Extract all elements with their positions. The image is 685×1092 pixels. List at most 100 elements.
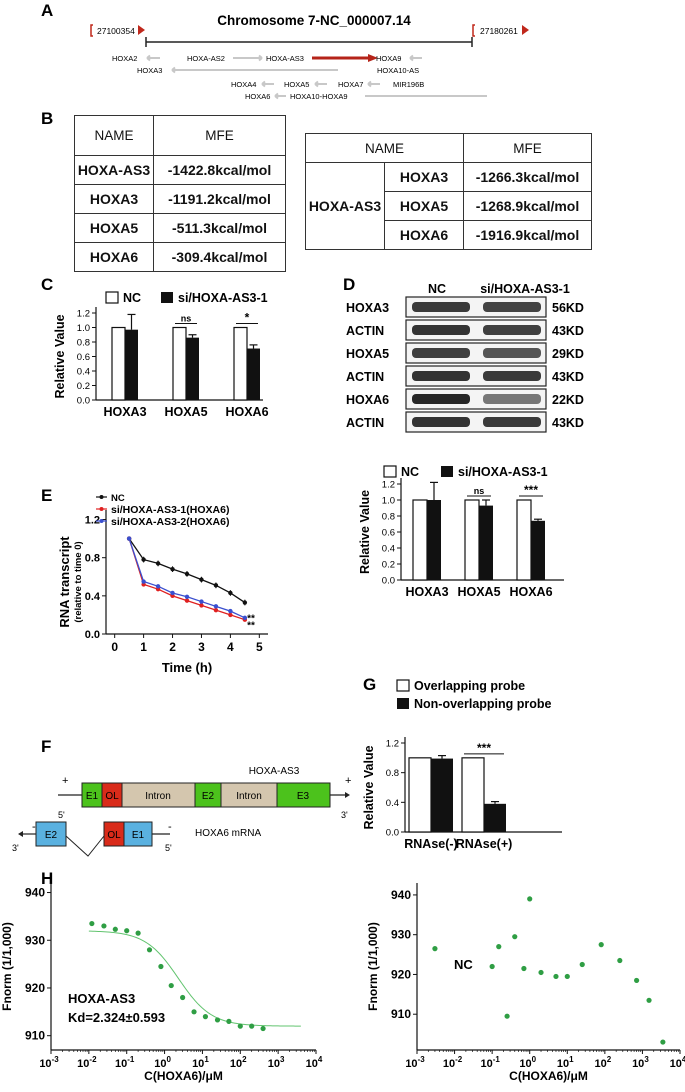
data-point (155, 561, 161, 566)
legend-marker (99, 507, 104, 511)
x-tick-label: 0 (111, 640, 118, 654)
x-tick-label: 100 (519, 1055, 536, 1070)
x-tick-label: 10-3 (39, 1055, 59, 1070)
y-tick-label: 0.6 (77, 352, 90, 363)
lnc-strand-plus-right: + (345, 775, 351, 787)
bar-control (516, 499, 532, 581)
gene-label-hoxa10-as: HOXA10-AS (377, 66, 419, 75)
series-line (128, 538, 246, 621)
x-tick-label: 10-1 (480, 1055, 500, 1070)
blot-band (412, 371, 470, 381)
data-point (199, 599, 204, 604)
table-cell: -511.3kcal/mol (153, 213, 286, 243)
mrna-e2-label: E2 (45, 830, 58, 841)
data-point (199, 577, 204, 582)
data-point (228, 612, 233, 618)
significance-label: ** (247, 621, 255, 632)
lnc-intron2-label: Intron (236, 791, 262, 802)
x-tick-label: 1 (140, 640, 147, 654)
lnc-exon-e3 (276, 782, 331, 808)
x-category-label: HOXA3 (103, 405, 146, 419)
data-point (214, 1017, 221, 1023)
y-tick-label: 930 (25, 933, 45, 947)
x-category-label: HOXA6 (225, 405, 268, 419)
legend-label: NC (111, 493, 125, 504)
legend-label: Overlapping probe (414, 679, 525, 693)
x-tick-label: 102 (595, 1055, 612, 1070)
table-cell: HOXA-AS3 (74, 155, 154, 185)
gene-label-hoxa4: HOXA4 (231, 80, 256, 89)
data-point (213, 583, 219, 588)
data-point (170, 566, 175, 572)
legend-swatch-filled (161, 292, 173, 303)
bar-control (464, 499, 480, 581)
table-right-group: HOXA-AS3 (305, 162, 385, 250)
bar-control (233, 326, 248, 401)
data-point (521, 965, 527, 972)
data-point (242, 615, 248, 620)
table-cell: HOXA5 (74, 213, 154, 243)
y-tick-label: 920 (25, 981, 45, 995)
blot-protein-label: HOXA3 (346, 301, 389, 315)
blot-protein-label: ACTIN (346, 416, 384, 430)
y-tick-label: 930 (391, 928, 411, 942)
blot-band (412, 417, 470, 427)
y-axis-label: Fnorm (1/1,000) (366, 922, 380, 1011)
legend-marker (99, 495, 104, 499)
mrna-strand-minus: - (32, 821, 36, 833)
bar-treatment (247, 348, 260, 400)
x-category-label: HOXA3 (405, 585, 448, 599)
bar-treatment (531, 520, 545, 580)
data-point (89, 920, 95, 927)
bar-treatment (479, 505, 493, 580)
panel-label-h: H (41, 869, 53, 888)
data-point (260, 1025, 266, 1032)
data-point (112, 926, 118, 932)
gene-label-hoxa10-hoxa9: HOXA10-HOXA9 (290, 92, 348, 101)
data-point (124, 928, 130, 934)
data-point (564, 973, 570, 980)
data-point (158, 963, 164, 970)
significance-label: ns (181, 314, 192, 324)
x-category-label: RNAse(+) (456, 837, 513, 851)
lnc-intron-1 (121, 782, 196, 808)
x-axis-label: C(HOXA6)/μM (509, 1069, 588, 1083)
data-point (146, 947, 153, 953)
blot-size-label: 29KD (552, 347, 584, 361)
x-category-label: HOXA5 (164, 405, 207, 419)
data-point (660, 1039, 666, 1045)
lnc-five-prime: 5' (58, 810, 65, 820)
data-point (579, 961, 585, 968)
data-point (496, 944, 502, 950)
data-point (228, 590, 233, 596)
data-point (126, 536, 132, 541)
significance-label: ns (474, 486, 485, 496)
lnc-ol-label: OL (105, 791, 119, 802)
lnc-exon-e2 (194, 782, 222, 808)
table-right-header-name: NAME (305, 133, 464, 163)
x-tick-label: 10-3 (405, 1055, 425, 1070)
data-point (141, 557, 146, 562)
x-tick-label: 10-2 (77, 1055, 97, 1070)
lnc-e3-label: E3 (297, 791, 310, 802)
end-arrow-icon (522, 25, 529, 35)
y-tick-label: 0.4 (382, 544, 395, 555)
y-tick-label: 1.2 (77, 309, 90, 320)
chart-h-mst-hoxa-as3: 910 920 930 940 10-3 10-2 10-1 100 101 102 103 104 C… (0, 883, 323, 1083)
mrna-ol-label: OL (107, 830, 121, 841)
gene-hoxa-as2-arrow (233, 54, 263, 62)
legend-label: si/HOXA-AS3-1(HOXA6) (111, 504, 229, 516)
y-tick-label: 920 (391, 967, 411, 981)
kd-annotation-value: Kd=2.324±0.593 (68, 1010, 165, 1025)
lnc-strand-plus: + (62, 775, 68, 787)
gene-label-hoxa2: HOXA2 (112, 54, 137, 63)
mfe-table-right: NAME MFE HOXA-AS3 HOXA3 -1266.3kcal/mol HOX… (305, 133, 592, 250)
legend-swatch-open (105, 291, 119, 304)
start-bracket-icon (90, 24, 93, 37)
x-tick-label: 100 (154, 1055, 171, 1070)
blot-band (412, 325, 470, 335)
x-tick-label: 5 (256, 640, 263, 654)
data-point (213, 607, 219, 613)
blot-size-label: 43KD (552, 370, 584, 384)
y-tick-label: 940 (391, 888, 411, 902)
